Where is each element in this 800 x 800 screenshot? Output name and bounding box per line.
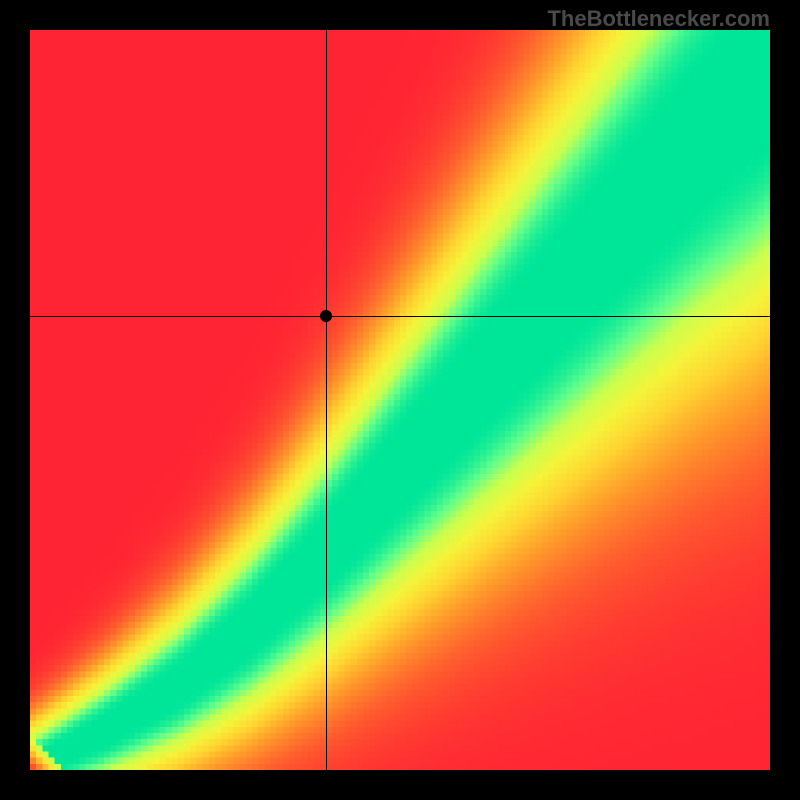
crosshair-vertical — [326, 30, 327, 770]
marker-dot — [320, 310, 332, 322]
heatmap-canvas — [30, 30, 770, 770]
crosshair-horizontal — [30, 316, 770, 317]
watermark-text: TheBottlenecker.com — [547, 6, 770, 32]
heatmap-plot — [30, 30, 770, 770]
